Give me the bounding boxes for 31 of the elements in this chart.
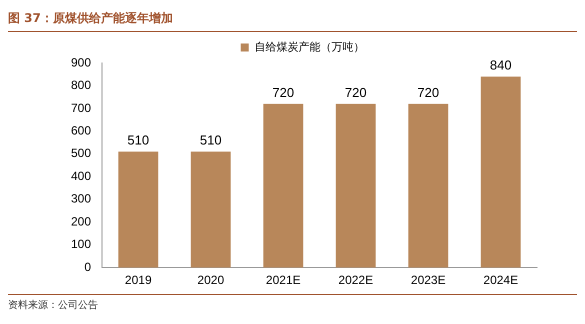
data-label: 840 (490, 58, 512, 73)
bar (263, 104, 304, 268)
data-label: 510 (200, 132, 222, 148)
x-tick-label: 2022E (338, 273, 374, 288)
data-label: 510 (127, 132, 150, 148)
y-tick-label: 700 (70, 100, 92, 115)
chart-title: 图 37：原煤供给产能逐年增加 (8, 8, 577, 32)
y-tick-label: 400 (70, 168, 92, 183)
y-tick-label: 600 (70, 124, 92, 138)
y-tick-label: 500 (70, 146, 92, 160)
data-label: 720 (344, 85, 367, 100)
bar (408, 104, 448, 268)
bar (336, 104, 376, 268)
legend-label: 自给煤炭产能（万吨） (254, 40, 364, 54)
data-label: 720 (272, 85, 294, 100)
data-label: 720 (417, 85, 440, 100)
y-tick-label: 300 (70, 192, 92, 206)
y-tick-label: 200 (70, 214, 92, 228)
bar (190, 152, 231, 268)
text: 资料来源：公司公告 (8, 294, 577, 312)
y-tick-label: 100 (70, 237, 92, 252)
bar (480, 76, 521, 268)
y-tick-label: 0 (84, 260, 92, 274)
x-tick-label: 2024E (483, 273, 518, 288)
bar (118, 152, 158, 268)
y-tick-label: 800 (70, 78, 92, 92)
x-tick-label: 2023E (410, 273, 446, 288)
x-tick-label: 2020 (197, 273, 224, 288)
x-tick-label: 2021E (266, 273, 301, 288)
x-tick-label: 2019 (124, 273, 152, 288)
y-tick-label: 900 (70, 55, 92, 70)
